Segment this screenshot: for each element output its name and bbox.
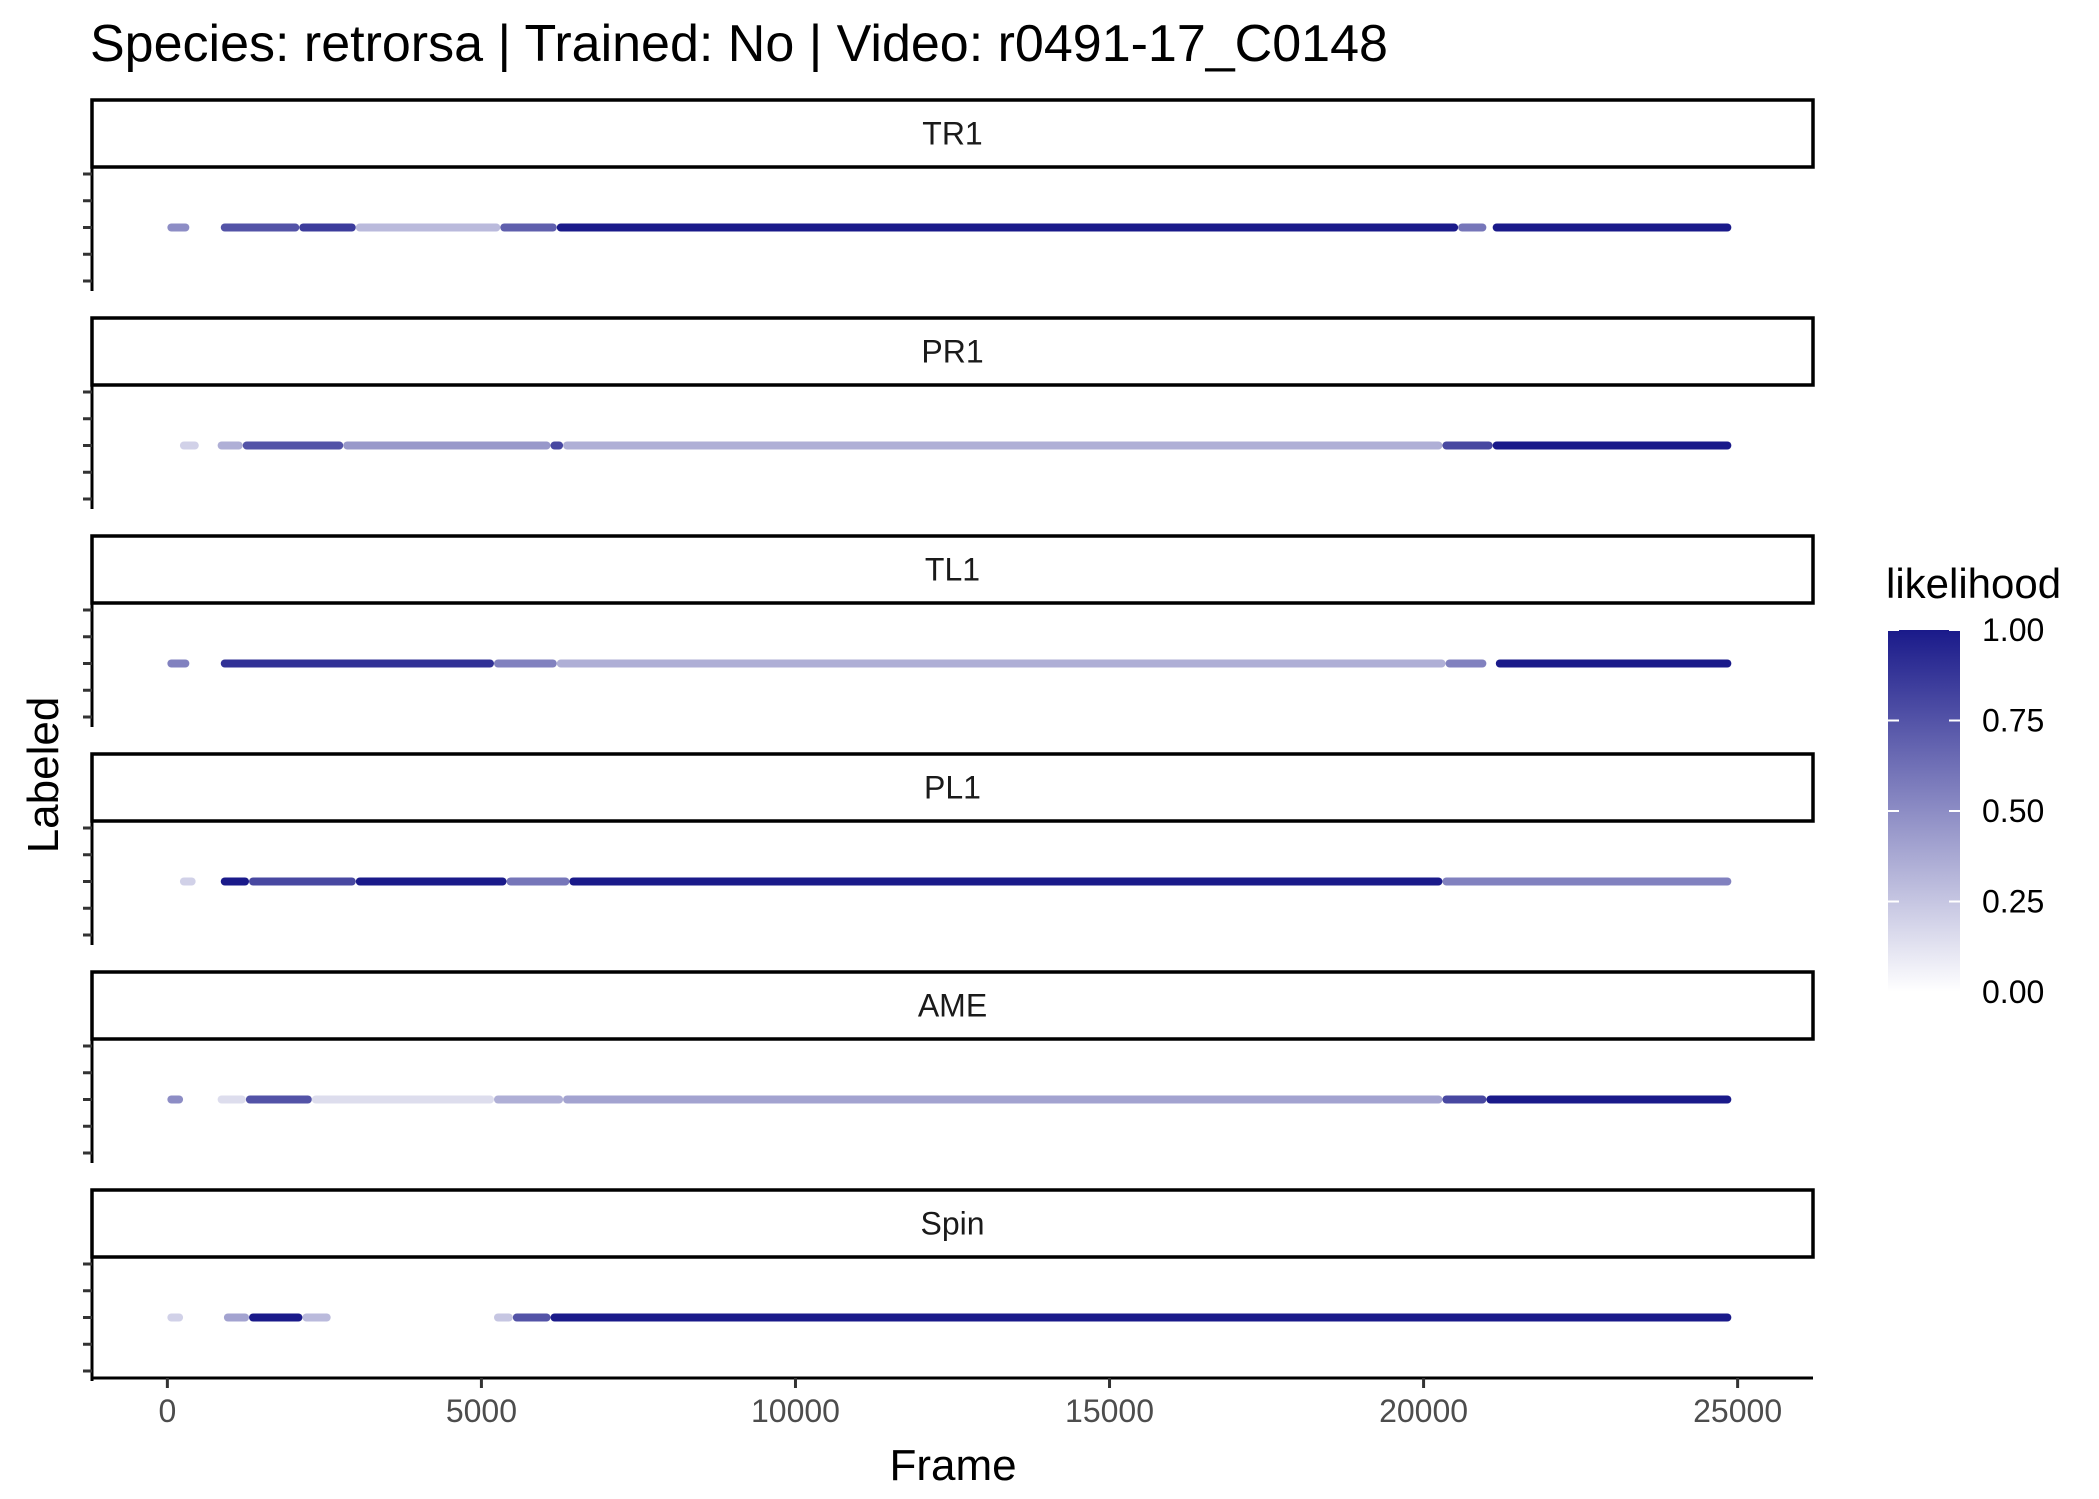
- point-segment: [1492, 441, 1732, 450]
- point-segment: [550, 1313, 1732, 1322]
- point-segment: [506, 877, 570, 886]
- panel-pr1: PR1: [83, 316, 1815, 509]
- point-segment: [1495, 659, 1732, 668]
- point-segment: [1486, 1095, 1732, 1104]
- x-tick-label: 5000: [446, 1393, 517, 1429]
- point-segment: [563, 1095, 1443, 1104]
- legend-tick-label: 0.75: [1982, 703, 2044, 739]
- point-segment: [1458, 223, 1487, 232]
- point-segment: [1442, 441, 1493, 450]
- panel-tl1: TL1: [83, 534, 1815, 727]
- point-segment: [242, 441, 344, 450]
- legend-title: likelihood: [1886, 560, 2061, 607]
- point-segment: [220, 659, 494, 668]
- x-tick-label: 0: [158, 1393, 176, 1429]
- point-segment: [493, 659, 557, 668]
- x-tick-label: 15000: [1065, 1393, 1154, 1429]
- point-segment: [302, 1313, 331, 1322]
- point-segment: [245, 1095, 312, 1104]
- facet-panels: TR1 PR1 TL1 PL1 AME Spin: [83, 98, 1815, 1381]
- point-segment: [556, 659, 1446, 668]
- panel-spin: Spin: [83, 1188, 1815, 1381]
- point-segment: [220, 223, 300, 232]
- point-segment: [179, 877, 196, 886]
- panel-strip-label: TR1: [922, 116, 982, 152]
- panel-pl1: PL1: [83, 752, 1815, 945]
- point-segment: [249, 1313, 303, 1322]
- legend-tick-label: 0.50: [1982, 793, 2044, 829]
- point-segment: [167, 223, 190, 232]
- panel-strip: [90, 752, 1815, 823]
- legend-tick-label: 0.00: [1982, 974, 2044, 1010]
- x-axis: 0 5000 10000 15000 20000 25000: [92, 1376, 1813, 1429]
- legend: likelihood 1.00 0.75 0.50 0.25 0.00: [1886, 560, 2061, 1010]
- point-segment: [1445, 659, 1487, 668]
- panel-strip-label: AME: [918, 988, 987, 1024]
- point-segment: [1442, 877, 1732, 886]
- panel-strip-label: PR1: [921, 334, 983, 370]
- panel-strip-label: PL1: [924, 770, 981, 806]
- point-segment: [217, 441, 243, 450]
- legend-ticks: 1.00 0.75 0.50 0.25 0.00: [1888, 612, 2044, 1010]
- point-segment: [493, 1313, 513, 1322]
- point-segment: [355, 223, 501, 232]
- point-segment: [343, 441, 551, 450]
- panel-strip: [90, 970, 1815, 1041]
- x-tick-label: 25000: [1693, 1393, 1782, 1429]
- panel-strip-label: TL1: [925, 552, 980, 588]
- point-segment: [563, 441, 1443, 450]
- point-segment: [569, 877, 1443, 886]
- point-segment: [1442, 1095, 1487, 1104]
- point-segment: [311, 1095, 494, 1104]
- x-tick-label: 10000: [751, 1393, 840, 1429]
- panel-ame: AME: [83, 970, 1815, 1163]
- point-segment: [550, 441, 564, 450]
- chart-title: Species: retrorsa | Trained: No | Video:…: [90, 15, 1388, 73]
- point-segment: [493, 1095, 564, 1104]
- point-segment: [167, 1313, 184, 1322]
- point-segment: [220, 877, 250, 886]
- point-segment: [167, 1095, 184, 1104]
- x-axis-title: Frame: [889, 1441, 1016, 1490]
- point-segment: [249, 877, 356, 886]
- point-segment: [355, 877, 507, 886]
- point-segment: [217, 1095, 246, 1104]
- point-segment: [223, 1313, 250, 1322]
- y-axis-title: Labeled: [19, 697, 68, 854]
- point-segment: [167, 659, 190, 668]
- point-segment: [512, 1313, 551, 1322]
- panel-strip: [90, 316, 1815, 387]
- panel-strip-label: Spin: [920, 1206, 984, 1242]
- legend-tick-label: 1.00: [1982, 612, 2044, 648]
- panel-strip: [90, 1188, 1815, 1259]
- point-segment: [500, 223, 557, 232]
- panel-strip: [90, 98, 1815, 169]
- point-segment: [556, 223, 1459, 232]
- point-segment: [1492, 223, 1732, 232]
- panel-tr1: TR1: [83, 98, 1815, 291]
- x-tick-label: 20000: [1379, 1393, 1468, 1429]
- panel-strip: [90, 534, 1815, 605]
- legend-colorbar: [1888, 630, 1960, 992]
- point-segment: [179, 441, 199, 450]
- legend-tick-label: 0.25: [1982, 884, 2044, 920]
- point-segment: [299, 223, 356, 232]
